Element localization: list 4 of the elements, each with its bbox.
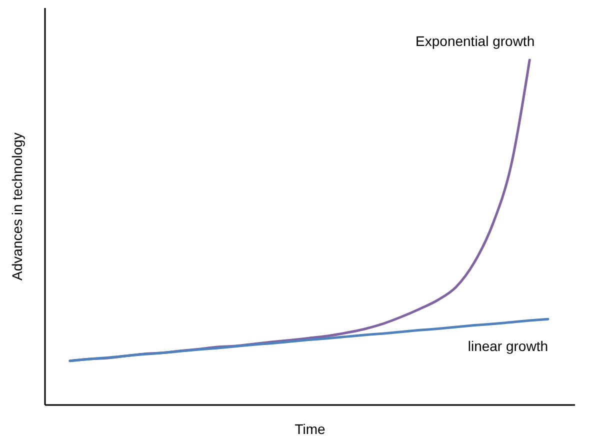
series-label: linear growth xyxy=(468,338,548,354)
x-axis-title: Time xyxy=(294,421,326,436)
series-label: Exponential growth xyxy=(416,33,535,49)
y-axis-title: Advances in technology xyxy=(9,132,25,280)
